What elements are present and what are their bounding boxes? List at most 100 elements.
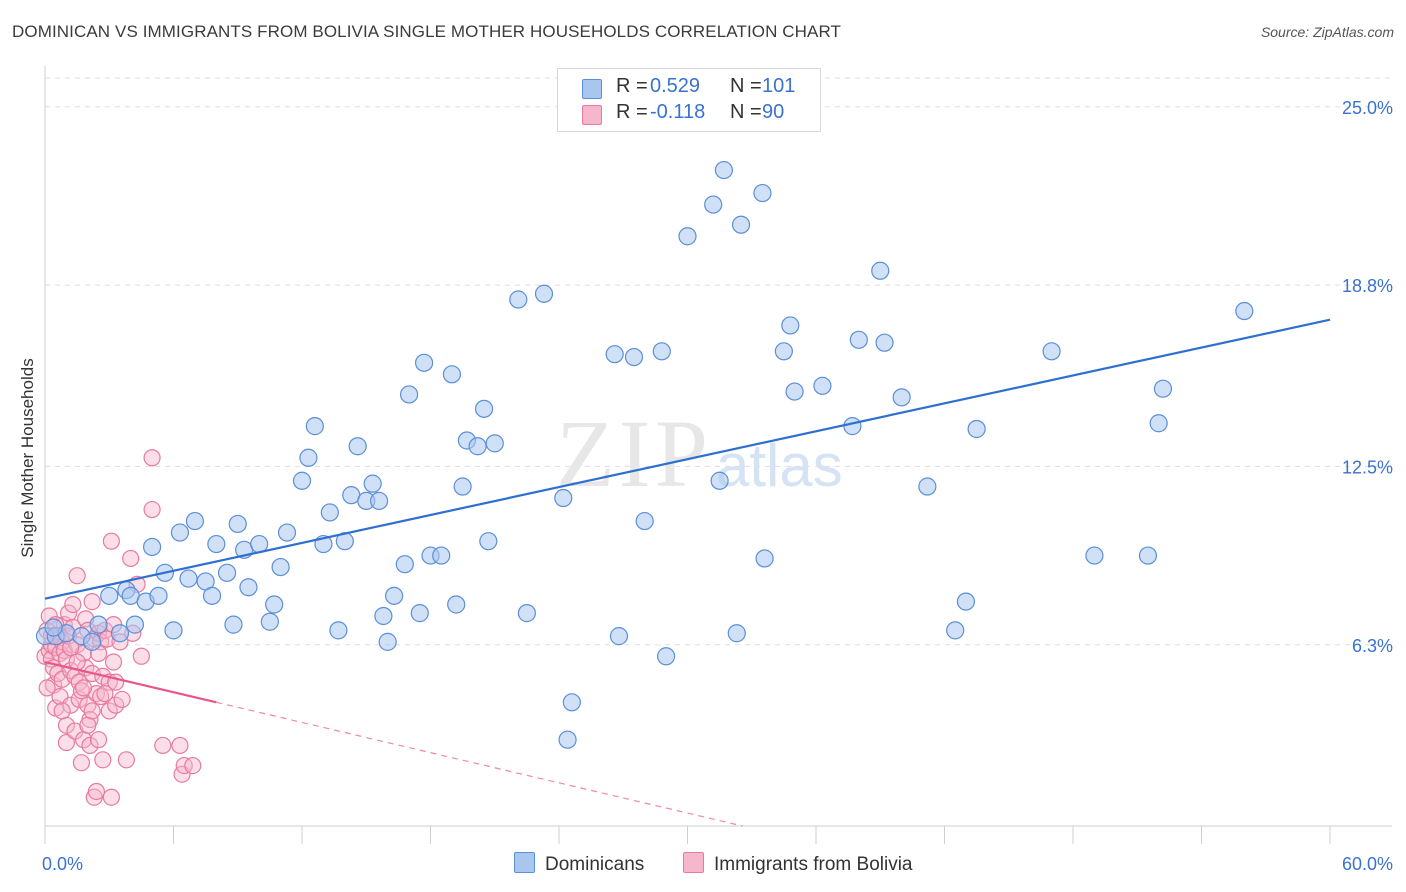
data-point-dominicans (875, 333, 894, 352)
data-point-dominicans (374, 606, 393, 626)
data-point-dominicans (1085, 546, 1104, 565)
watermark-zip: ZIP (556, 400, 712, 507)
trend-line-bolivia (44, 660, 217, 704)
data-point-dominicans (946, 621, 965, 640)
data-point-dominicans (410, 604, 429, 623)
legend-item-bolivia[interactable]: Immigrants from Bolivia (683, 852, 913, 876)
data-point-bolivia (96, 685, 114, 703)
data-point-dominicans (534, 284, 554, 303)
data-point-dominicans (277, 523, 297, 542)
data-point-dominicans (678, 227, 697, 246)
data-point-dominicans (871, 261, 890, 280)
data-point-bolivia (81, 736, 99, 755)
data-point-dominicans (329, 621, 348, 640)
data-point-dominicans (485, 434, 504, 453)
data-point-dominicans (605, 345, 624, 364)
data-point-dominicans (414, 353, 434, 372)
data-point-dominicans (1042, 342, 1061, 361)
data-point-bolivia (79, 716, 97, 734)
data-point-dominicans (142, 537, 162, 557)
trend-line-dominicans (44, 318, 1331, 600)
data-point-dominicans (239, 578, 258, 597)
data-point-dominicans (453, 477, 472, 496)
data-point-bolivia (64, 595, 82, 614)
data-point-dominicans (652, 342, 671, 361)
data-point-dominicans (727, 624, 746, 643)
watermark: ZIP atlas (556, 400, 843, 507)
data-point-dominicans (299, 448, 318, 467)
data-point-bolivia (154, 736, 172, 755)
data-point-dominicans (363, 474, 382, 493)
data-point-dominicans (217, 563, 237, 582)
data-point-dominicans (967, 419, 986, 439)
data-point-dominicans (305, 417, 324, 436)
tick-labels: 6.3% 12.5% 18.8% 25.0% 0.0% 60.0% (42, 98, 1393, 874)
data-point-dominicans (89, 615, 108, 634)
source-label: Source: ZipAtlas.com (1260, 24, 1394, 40)
data-point-bolivia (94, 751, 112, 769)
data-point-bolivia (143, 500, 161, 519)
data-point-dominicans (228, 514, 247, 534)
data-point-dominicans (399, 385, 419, 404)
data-point-dominicans (292, 471, 312, 490)
legend-r-value: -0.118 (650, 101, 706, 123)
series-dominicans-points (35, 160, 1254, 749)
data-point-dominicans (635, 511, 654, 531)
data-point-dominicans (1149, 414, 1168, 433)
legend-swatch-pink (683, 852, 704, 873)
data-point-bolivia (132, 647, 150, 665)
data-point-dominicans (447, 595, 466, 614)
data-point-dominicans (378, 632, 397, 651)
data-point-dominicans (260, 612, 279, 631)
data-point-dominicans (813, 376, 832, 395)
data-point-dominicans (432, 546, 451, 565)
trend-line-bolivia-extension (216, 701, 743, 827)
data-point-bolivia (143, 449, 161, 467)
data-point-dominicans (474, 399, 494, 418)
legend-item-dominicans[interactable]: Dominicans (514, 852, 644, 876)
data-point-dominicans (892, 388, 911, 407)
data-point-bolivia (102, 532, 120, 550)
data-point-dominicans (956, 592, 976, 611)
data-point-bolivia (171, 736, 189, 755)
data-point-dominicans (370, 491, 389, 511)
data-point-bolivia (184, 756, 202, 775)
data-point-bolivia (57, 733, 76, 752)
data-point-dominicans (265, 595, 284, 614)
data-point-dominicans (149, 586, 168, 605)
data-point-dominicans (609, 627, 629, 646)
data-point-dominicans (44, 618, 63, 637)
data-point-dominicans (1138, 546, 1158, 565)
data-point-dominicans (753, 183, 772, 203)
data-point-bolivia (113, 690, 131, 709)
data-point-dominicans (509, 290, 528, 309)
data-point-dominicans (704, 195, 723, 214)
legend-r-label: R = (616, 101, 648, 123)
data-point-dominicans (468, 437, 487, 456)
data-point-dominicans (100, 586, 119, 605)
legend-n-label: N = (730, 101, 762, 123)
data-point-dominicans (517, 604, 536, 623)
data-point-dominicans (207, 534, 226, 554)
y-tick-label: 12.5% (1342, 457, 1393, 477)
data-point-dominicans (271, 557, 290, 577)
data-point-dominicans (224, 615, 243, 634)
y-tick-label: 6.3% (1352, 636, 1393, 656)
data-point-bolivia (104, 653, 123, 671)
data-point-dominicans (849, 330, 868, 349)
data-point-dominicans (384, 586, 404, 605)
data-point-bolivia (68, 567, 86, 585)
data-point-bolivia (38, 679, 56, 697)
legend-n-value: 101 (762, 75, 796, 97)
data-point-bolivia (100, 702, 118, 720)
data-point-dominicans (918, 477, 937, 496)
data-point-bolivia (62, 696, 80, 714)
data-point-dominicans (442, 365, 462, 384)
data-point-dominicans (110, 624, 130, 643)
x-tick-label: 0.0% (42, 854, 83, 874)
y-tick-label: 18.8% (1342, 276, 1393, 296)
legend-swatch-pink (582, 105, 602, 125)
data-point-dominicans (785, 382, 804, 401)
data-point-bolivia (117, 751, 135, 769)
